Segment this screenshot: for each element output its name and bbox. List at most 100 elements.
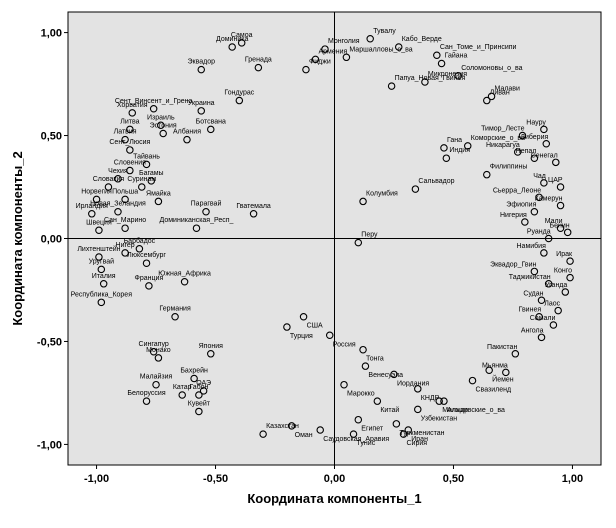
data-point bbox=[359, 345, 367, 354]
point-label: Малайзия bbox=[140, 373, 173, 381]
data-point bbox=[542, 140, 551, 148]
data-point bbox=[99, 280, 108, 288]
data-point bbox=[126, 125, 134, 134]
point-label: Латвия bbox=[114, 129, 137, 136]
data-point bbox=[354, 415, 363, 424]
data-point bbox=[359, 197, 367, 206]
point-label: Перу bbox=[361, 232, 378, 239]
point-label: Ирак bbox=[556, 251, 573, 258]
data-point bbox=[518, 131, 527, 140]
point-label: Республика_Корея bbox=[71, 290, 133, 298]
data-point bbox=[92, 195, 101, 204]
point-label: Доминиканская_Респ_ bbox=[160, 217, 234, 224]
point-label: Сингапур bbox=[139, 341, 169, 348]
data-point bbox=[556, 183, 565, 191]
data-point bbox=[154, 354, 163, 362]
y-axis-title: Координата компоненты_2 bbox=[10, 151, 25, 325]
data-point bbox=[199, 387, 208, 395]
data-point bbox=[468, 376, 477, 385]
data-point bbox=[483, 96, 491, 105]
data-point bbox=[340, 380, 348, 389]
point-label: Судан bbox=[523, 290, 543, 297]
data-point bbox=[114, 207, 122, 216]
data-point bbox=[437, 59, 446, 68]
point-label: Южная_Африка bbox=[158, 271, 211, 278]
point-label: Ботсвана bbox=[196, 118, 226, 125]
data-point bbox=[207, 350, 215, 358]
x-tick-label: 0,00 bbox=[324, 473, 345, 485]
point-label: Пакистан bbox=[487, 344, 517, 351]
y-tick-label: -0,50 bbox=[37, 336, 62, 348]
x-tick-label: 0,50 bbox=[443, 473, 464, 485]
point-label: Германия bbox=[159, 306, 191, 313]
point-label: Турция bbox=[290, 333, 313, 340]
point-label: Бенин bbox=[550, 222, 570, 229]
reference-lines bbox=[68, 12, 601, 465]
point-label: ЦАР bbox=[548, 177, 563, 184]
y-tick-label: 1,00 bbox=[41, 28, 62, 40]
point-label: Новая_Зеландия bbox=[90, 201, 146, 208]
data-point bbox=[366, 35, 374, 43]
point-label: Сент_Люсия bbox=[109, 139, 150, 146]
point-label: Нигер bbox=[116, 242, 135, 249]
point-label: США bbox=[307, 323, 323, 330]
data-point bbox=[159, 129, 167, 138]
point-label: Кувейт bbox=[188, 399, 211, 407]
point-label: ОАЭ bbox=[196, 380, 211, 387]
point-label: Ангола bbox=[521, 327, 544, 334]
data-point bbox=[142, 160, 151, 169]
data-point bbox=[530, 154, 539, 162]
point-label: Парагвай bbox=[191, 200, 222, 208]
point-label: Йемен bbox=[492, 374, 514, 383]
data-point bbox=[121, 195, 129, 204]
data-point bbox=[235, 96, 244, 105]
point-label: Сенегал bbox=[531, 152, 558, 159]
data-point bbox=[454, 72, 462, 80]
data-point bbox=[530, 267, 539, 276]
point-label: Маршалловы_о_ва bbox=[349, 46, 412, 53]
point-label: Китай bbox=[380, 406, 399, 414]
point-label: Чехия bbox=[108, 168, 128, 175]
point-label: Монако bbox=[146, 347, 171, 354]
data-point bbox=[421, 78, 429, 86]
point-label: Гвинея bbox=[519, 307, 542, 314]
data-point bbox=[237, 39, 246, 47]
point-label: Мьянма bbox=[482, 362, 508, 369]
point-label: Намибия bbox=[517, 242, 547, 250]
data-point bbox=[249, 210, 258, 218]
point-label: Оман bbox=[295, 432, 313, 439]
point-label: Словакия bbox=[93, 176, 125, 183]
point-label: Таджикистан bbox=[509, 274, 551, 281]
data-point bbox=[556, 224, 565, 232]
data-point bbox=[178, 391, 186, 399]
point-label: Сирия bbox=[407, 440, 428, 447]
point-label: Лаос bbox=[544, 301, 560, 308]
data-points bbox=[88, 35, 574, 438]
data-point bbox=[325, 331, 334, 340]
data-point bbox=[126, 146, 134, 154]
data-point bbox=[390, 370, 398, 379]
point-label: Катар bbox=[173, 384, 192, 391]
point-label: Монголия bbox=[328, 38, 360, 45]
point-label: Никарагуа bbox=[486, 142, 520, 149]
point-label: Люксембург bbox=[127, 251, 166, 259]
point-label: Самоа bbox=[231, 32, 253, 39]
data-point bbox=[149, 105, 158, 113]
point-label: Марокко bbox=[347, 391, 375, 398]
point-label: Эфиопия bbox=[506, 202, 536, 209]
point-label: Иордания bbox=[397, 380, 429, 387]
data-point bbox=[414, 385, 422, 393]
point-label: Сальвадор bbox=[418, 178, 454, 185]
data-point bbox=[552, 158, 560, 167]
point-label: Лихтенштейн bbox=[77, 245, 120, 253]
point-label: Сан_Марино bbox=[104, 217, 146, 224]
y-tick-label: 0,50 bbox=[41, 131, 62, 143]
data-point bbox=[302, 65, 310, 74]
data-point bbox=[171, 312, 179, 321]
data-point bbox=[316, 426, 324, 434]
data-point bbox=[157, 121, 165, 130]
point-label: Армения bbox=[318, 48, 347, 55]
data-point bbox=[311, 55, 320, 64]
